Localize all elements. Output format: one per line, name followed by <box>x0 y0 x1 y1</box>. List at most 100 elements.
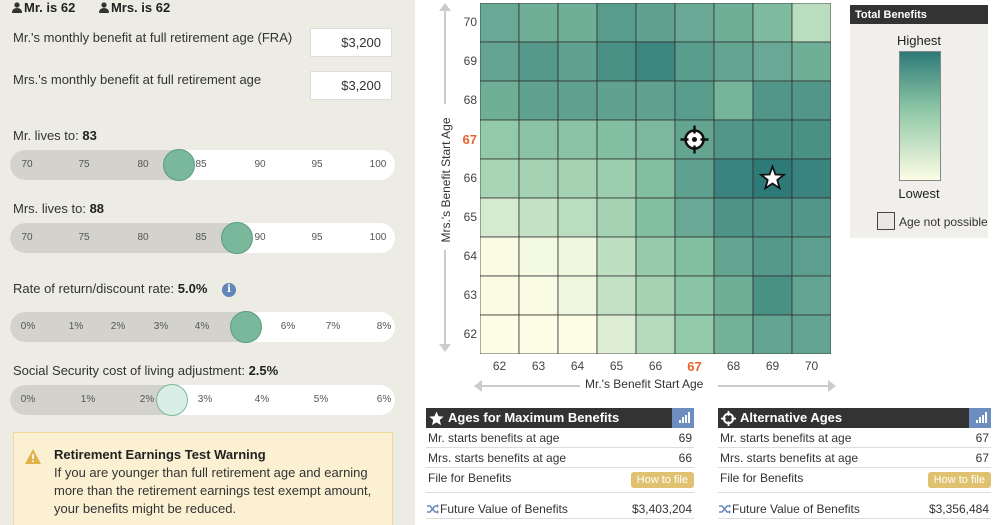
heatmap-cell[interactable] <box>791 80 831 121</box>
heatmap-cell[interactable] <box>518 80 559 121</box>
heatmap-cell[interactable] <box>557 314 598 354</box>
heatmap-cell[interactable] <box>791 119 831 160</box>
heatmap-cell[interactable] <box>791 314 831 354</box>
heatmap-cell[interactable] <box>557 158 598 199</box>
heatmap-cell[interactable] <box>635 158 676 199</box>
heatmap-cell[interactable] <box>518 275 559 316</box>
heatmap-cell[interactable] <box>596 3 637 43</box>
heatmap-cell[interactable] <box>674 236 715 277</box>
heatmap-cell[interactable] <box>713 314 754 354</box>
heatmap-cell[interactable] <box>635 41 676 82</box>
heatmap-cell[interactable] <box>596 314 637 354</box>
heatmap-cell[interactable] <box>596 41 637 82</box>
heatmap-cell[interactable] <box>752 275 793 316</box>
heatmap-cell[interactable] <box>752 119 793 160</box>
heatmap-cell[interactable] <box>596 275 637 316</box>
heatmap-cell[interactable] <box>791 41 831 82</box>
heatmap-cell[interactable] <box>791 197 831 238</box>
heatmap-cell[interactable] <box>596 80 637 121</box>
mr-fra-input[interactable]: $3,200 <box>310 28 392 57</box>
heatmap-cell[interactable] <box>518 314 559 354</box>
heatmap-cell[interactable] <box>518 197 559 238</box>
heatmap-cell[interactable] <box>674 275 715 316</box>
heatmap-cell[interactable] <box>791 275 831 316</box>
heatmap-cell[interactable] <box>752 314 793 354</box>
heatmap-cell[interactable] <box>791 236 831 277</box>
heatmap-cell[interactable] <box>635 314 676 354</box>
heatmap-cell[interactable] <box>635 236 676 277</box>
heatmap-cell[interactable] <box>480 158 520 199</box>
heatmap-cell[interactable] <box>713 119 754 160</box>
heatmap-cell[interactable] <box>480 236 520 277</box>
heatmap-cell[interactable] <box>713 236 754 277</box>
heatmap-cell[interactable] <box>674 158 715 199</box>
heatmap-cell[interactable] <box>518 41 559 82</box>
heatmap-cell[interactable] <box>480 41 520 82</box>
heatmap-cell[interactable] <box>713 275 754 316</box>
heatmap-cell[interactable] <box>480 80 520 121</box>
mrs-lives-slider[interactable]: 70 75 80 85 90 95 100 <box>10 223 395 253</box>
heatmap-cell[interactable] <box>713 41 754 82</box>
max-file-row: File for Benefits How to file <box>426 468 694 493</box>
heatmap-cell[interactable] <box>791 3 831 43</box>
cola-slider-handle[interactable] <box>156 384 188 416</box>
heatmap-cell[interactable] <box>557 236 598 277</box>
chart-bars-icon[interactable] <box>969 408 991 428</box>
info-icon[interactable]: i <box>222 283 236 297</box>
heatmap-cell[interactable] <box>674 80 715 121</box>
cola-slider[interactable]: 0% 1% 2% 3% 4% 5% 6% <box>10 385 395 415</box>
heatmap-cell[interactable] <box>791 158 831 199</box>
mrs-lives-slider-handle[interactable] <box>221 222 253 254</box>
heatmap-cell[interactable] <box>518 236 559 277</box>
heatmap-cell[interactable] <box>518 3 559 43</box>
heatmap-cell[interactable] <box>480 197 520 238</box>
heatmap-cell[interactable] <box>674 197 715 238</box>
heatmap-cell[interactable] <box>752 3 793 43</box>
heatmap-cell[interactable] <box>596 236 637 277</box>
heatmap-cell[interactable] <box>557 197 598 238</box>
crosshair-icon <box>721 411 736 426</box>
how-to-file-button[interactable]: How to file <box>630 472 694 488</box>
heatmap-cell[interactable] <box>557 3 598 43</box>
heatmap-cell[interactable] <box>518 119 559 160</box>
heatmap-cell[interactable] <box>674 314 715 354</box>
heatmap-cell[interactable] <box>480 275 520 316</box>
heatmap-cell[interactable] <box>674 3 715 43</box>
heatmap-cell[interactable] <box>752 197 793 238</box>
max-future-value: $3,403,204 <box>631 502 692 516</box>
how-to-file-button[interactable]: How to file <box>927 472 991 488</box>
heatmap-cell[interactable] <box>635 80 676 121</box>
heatmap-cell[interactable] <box>713 158 754 199</box>
heatmap-cell[interactable] <box>635 197 676 238</box>
heatmap-cell[interactable] <box>557 41 598 82</box>
heatmap-cell[interactable] <box>752 41 793 82</box>
heatmap-cell[interactable] <box>635 275 676 316</box>
heatmap-cell[interactable] <box>713 80 754 121</box>
earnings-test-warning: Retirement Earnings Test Warning If you … <box>13 432 393 525</box>
heatmap-cell[interactable] <box>596 158 637 199</box>
heatmap-cell[interactable] <box>713 3 754 43</box>
heatmap-cell[interactable] <box>480 119 520 160</box>
heatmap-cell[interactable] <box>635 3 676 43</box>
heatmap-cell[interactable] <box>557 275 598 316</box>
heatmap-cell[interactable] <box>596 197 637 238</box>
heatmap-cell[interactable] <box>557 119 598 160</box>
heatmap-cell[interactable] <box>480 314 520 354</box>
mr-lives-slider[interactable]: 70 75 80 85 90 95 100 <box>10 150 395 180</box>
heatmap-cell[interactable] <box>752 80 793 121</box>
benefits-heatmap[interactable] <box>480 3 831 354</box>
heatmap-cell[interactable] <box>557 80 598 121</box>
heatmap-cell[interactable] <box>596 119 637 160</box>
mr-lives-slider-handle[interactable] <box>163 149 195 181</box>
heatmap-cell[interactable] <box>674 41 715 82</box>
rate-slider-handle[interactable] <box>230 311 262 343</box>
heatmap-cell[interactable] <box>518 158 559 199</box>
heatmap-cell[interactable] <box>635 119 676 160</box>
mrs-fra-input[interactable]: $3,200 <box>310 71 392 100</box>
rate-slider[interactable]: 0%1%2%3%4%5%6%7%8% <box>10 312 395 342</box>
alternative-crosshair-icon[interactable] <box>680 125 709 154</box>
chart-bars-icon[interactable] <box>672 408 694 428</box>
heatmap-cell[interactable] <box>713 197 754 238</box>
heatmap-cell[interactable] <box>752 236 793 277</box>
heatmap-cell[interactable] <box>480 3 520 43</box>
